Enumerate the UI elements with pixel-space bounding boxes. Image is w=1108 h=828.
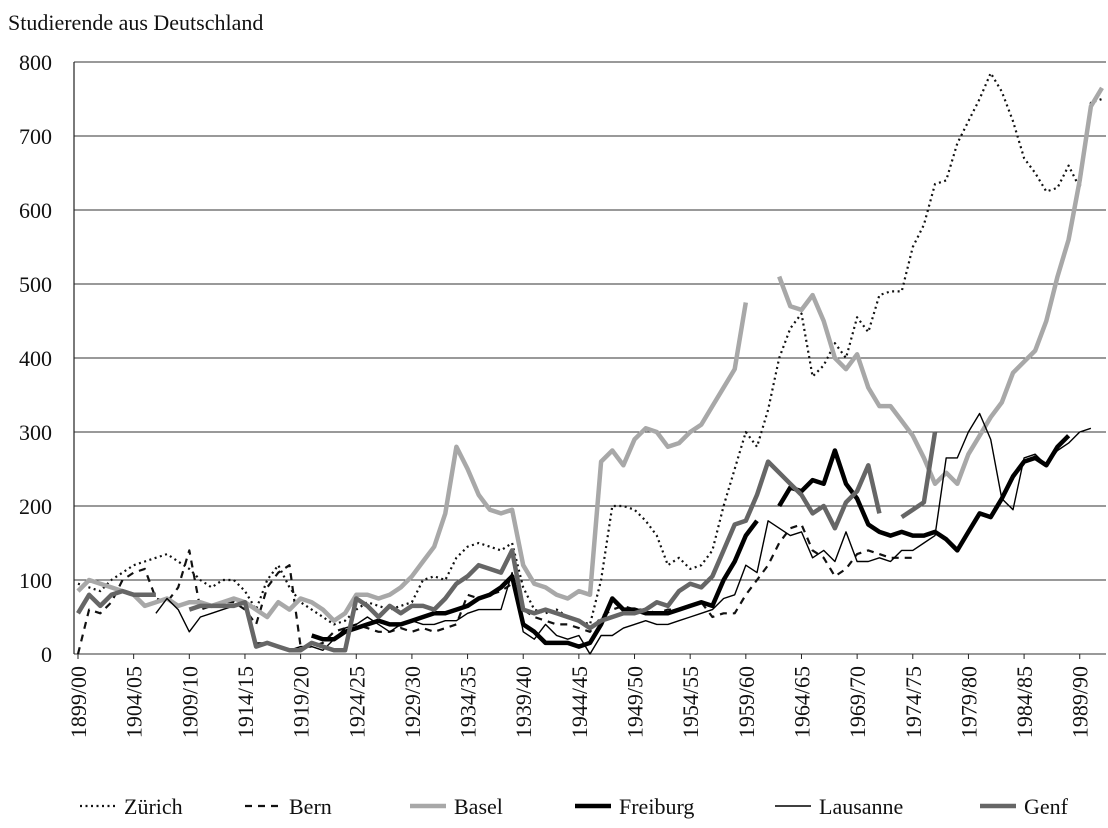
legend-item: Freiburg (575, 794, 694, 819)
legend-item: Lausanne (775, 794, 903, 819)
series-line (310, 434, 1071, 649)
y-tick-label: 500 (19, 272, 52, 297)
legend-label: Basel (454, 794, 503, 819)
x-tick-label: 1959/60 (734, 666, 759, 738)
y-tick-label: 700 (19, 124, 52, 149)
legend-label: Lausanne (819, 794, 903, 819)
series-line (76, 431, 938, 653)
x-tick-label: 1969/70 (845, 666, 870, 738)
x-tick-label: 1924/25 (344, 666, 369, 738)
x-tick-label: 1914/15 (233, 666, 258, 738)
y-tick-label: 300 (19, 420, 52, 445)
series-line (76, 86, 1104, 623)
x-tick-label: 1979/80 (956, 666, 981, 738)
legend-item: Genf (980, 794, 1069, 819)
x-tick-label: 1974/75 (901, 666, 926, 738)
x-tick-label: 1944/45 (567, 666, 592, 738)
y-tick-label: 400 (19, 346, 52, 371)
legend-item: Bern (245, 794, 332, 819)
y-tick-label: 600 (19, 198, 52, 223)
chart-title: Studierende aus Deutschland (8, 10, 263, 35)
x-tick-label: 1899/00 (66, 666, 91, 738)
x-tick-label: 1949/50 (623, 666, 648, 738)
x-tick-label: 1929/30 (400, 666, 425, 738)
x-tick-label: 1919/20 (289, 666, 314, 738)
y-tick-label: 100 (19, 568, 52, 593)
legend-item: Zürich (80, 794, 183, 819)
legend-label: Genf (1024, 794, 1069, 819)
x-tick-label: 1984/85 (1012, 666, 1037, 738)
x-tick-label: 1939/40 (511, 666, 536, 738)
y-tick-label: 200 (19, 494, 52, 519)
series-line (155, 412, 1092, 655)
series-line (77, 72, 1103, 626)
legend-item: Basel (410, 794, 503, 819)
x-tick-label: 1934/35 (456, 666, 481, 738)
x-tick-label: 1909/10 (177, 666, 202, 738)
y-tick-label: 0 (41, 642, 52, 667)
y-tick-label: 800 (19, 50, 52, 75)
legend-label: Zürich (124, 794, 183, 819)
legend-label: Freiburg (619, 794, 694, 819)
x-tick-label: 1904/05 (122, 666, 147, 738)
x-tick-label: 1964/65 (789, 666, 814, 738)
x-tick-label: 1989/90 (1068, 666, 1093, 738)
x-tick-label: 1954/55 (678, 666, 703, 738)
legend-label: Bern (289, 794, 332, 819)
